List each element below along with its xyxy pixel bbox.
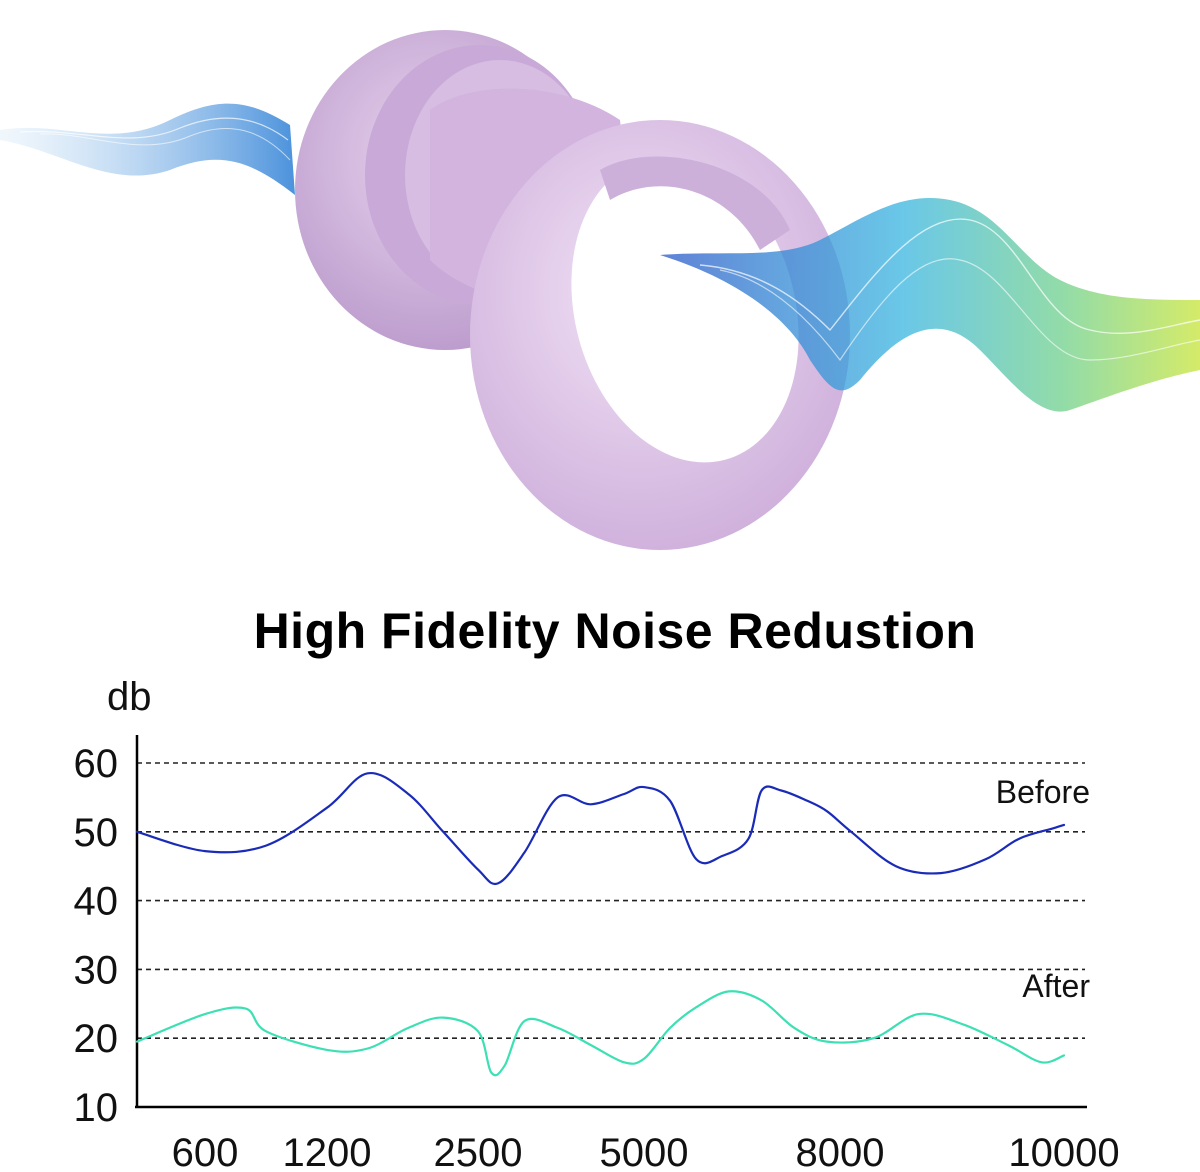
series-label-before: Before [996, 774, 1090, 810]
x-tick-label: 10000 [1008, 1131, 1119, 1172]
y-tick-labels: 60 50 40 30 20 10 [74, 742, 119, 1130]
x-tick-label: 8000 [796, 1131, 885, 1172]
y-tick-label: 60 [74, 742, 119, 786]
series-line-after [135, 990, 1066, 1077]
earplug-front-ring [470, 120, 850, 550]
chart-title: High Fidelity Noise Redustion [253, 603, 977, 659]
axes [135, 735, 1087, 1109]
gridlines [137, 762, 1085, 1039]
series-label-after: After [1022, 968, 1090, 1004]
x-tick-label: 5000 [600, 1131, 689, 1172]
series-lines [135, 772, 1066, 1077]
earplug-illustration [0, 30, 1200, 550]
y-tick-label: 30 [74, 948, 119, 992]
x-tick-label: 600 [172, 1131, 239, 1172]
x-tick-label: 1200 [283, 1131, 372, 1172]
series-line-before [135, 772, 1066, 886]
y-axis-label: db [107, 675, 152, 719]
y-tick-label: 50 [74, 811, 119, 855]
y-tick-label: 40 [74, 880, 119, 924]
x-tick-labels: 600 1200 2500 5000 8000 10000 [172, 1131, 1120, 1172]
x-tick-label: 2500 [434, 1131, 523, 1172]
y-tick-label: 10 [74, 1086, 119, 1130]
sound-wave-right [660, 198, 1200, 412]
sound-wave-left [0, 103, 295, 195]
series-labels: Before After [996, 774, 1091, 1004]
y-tick-label: 20 [74, 1017, 119, 1061]
